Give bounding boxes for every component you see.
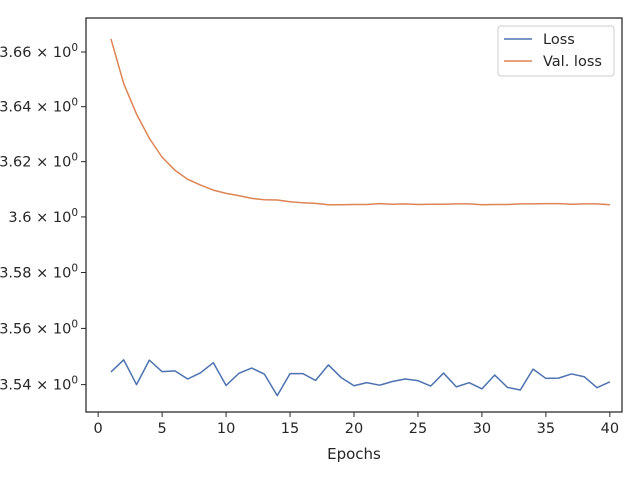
y-tick-times-sign: × bbox=[36, 155, 48, 171]
x-tick-label: 35 bbox=[537, 421, 555, 437]
series-line-loss bbox=[110, 359, 611, 397]
legend: Loss Val. loss bbox=[497, 25, 615, 77]
x-tick-label: 5 bbox=[157, 421, 166, 437]
x-tick-label: 20 bbox=[345, 421, 363, 437]
y-tick-exponent: 0 bbox=[71, 42, 78, 54]
y-tick-exponent: 0 bbox=[71, 152, 78, 164]
y-tick-base: 10 bbox=[53, 266, 71, 282]
y-tick-base: 10 bbox=[53, 378, 71, 394]
x-axis-label: Epochs bbox=[327, 445, 381, 463]
x-tick-label: 30 bbox=[473, 421, 491, 437]
y-tick-mantissa: 3.54 bbox=[0, 378, 31, 394]
y-tick-times-sign: × bbox=[36, 266, 48, 282]
x-tick-label: 40 bbox=[601, 421, 619, 437]
y-tick-base: 10 bbox=[53, 155, 71, 171]
x-tick-label: 0 bbox=[94, 421, 103, 437]
y-tick-mantissa: 3.62 bbox=[0, 155, 31, 171]
x-tick-label: 10 bbox=[217, 421, 235, 437]
y-tick-base: 10 bbox=[53, 210, 71, 226]
y-tick-times-sign: × bbox=[36, 100, 48, 116]
y-tick-times-sign: × bbox=[36, 378, 48, 394]
y-tick-mantissa: 3.6 bbox=[8, 210, 31, 226]
y-tick-mantissa: 3.64 bbox=[0, 100, 31, 116]
y-tick-mantissa: 3.58 bbox=[0, 266, 31, 282]
legend-label: Loss bbox=[543, 32, 575, 48]
legend-label: Val. loss bbox=[543, 54, 602, 70]
y-tick-label: 3.64 × 100 bbox=[0, 97, 78, 116]
plot-frame bbox=[85, 17, 623, 413]
y-tick-base: 10 bbox=[53, 100, 71, 116]
y-tick-exponent: 0 bbox=[71, 263, 78, 275]
x-tick-label: 25 bbox=[409, 421, 427, 437]
y-tick-mantissa: 3.66 bbox=[0, 45, 31, 61]
y-tick-label: 3.66 × 100 bbox=[0, 42, 78, 61]
x-axis-ticks: 0 5 10 15 20 25 30 35 40 bbox=[94, 412, 619, 437]
y-tick-exponent: 0 bbox=[71, 375, 78, 387]
series-lines bbox=[110, 38, 611, 397]
y-tick-label: 3.54 × 100 bbox=[0, 375, 78, 394]
y-tick-mantissa: 3.56 bbox=[0, 321, 31, 337]
y-tick-label: 3.56 × 100 bbox=[0, 318, 78, 337]
y-tick-label: 3.6 × 100 bbox=[8, 207, 78, 226]
y-tick-label: 3.58 × 100 bbox=[0, 263, 78, 282]
y-tick-times-sign: × bbox=[36, 45, 48, 61]
y-tick-exponent: 0 bbox=[71, 97, 78, 109]
y-tick-exponent: 0 bbox=[71, 318, 78, 330]
series-line-val-loss bbox=[110, 38, 610, 206]
y-tick-label: 3.62 × 100 bbox=[0, 152, 78, 171]
y-tick-base: 10 bbox=[53, 321, 71, 337]
y-tick-exponent: 0 bbox=[71, 207, 78, 219]
y-tick-base: 10 bbox=[53, 45, 71, 61]
y-tick-times-sign: × bbox=[36, 210, 48, 226]
x-tick-label: 15 bbox=[281, 421, 299, 437]
y-tick-times-sign: × bbox=[36, 321, 48, 337]
